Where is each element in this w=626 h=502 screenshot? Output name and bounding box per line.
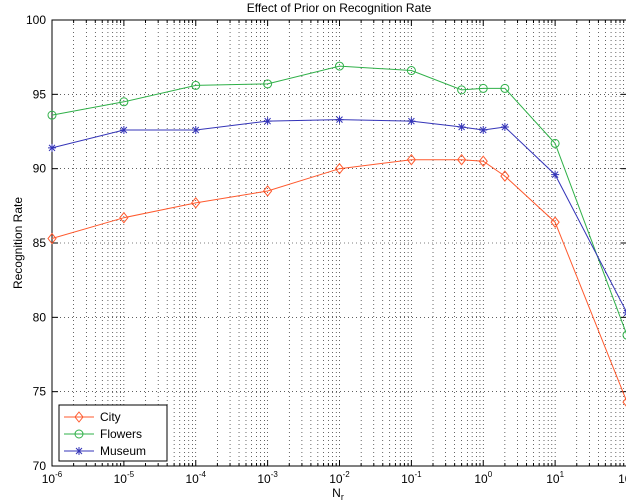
data-point-museum <box>335 115 344 124</box>
y-axis-title: Recognition Rate <box>11 197 25 289</box>
chart-title: Effect of Prior on Recognition Rate <box>247 1 432 15</box>
x-tick-label-base: 10 <box>546 472 560 486</box>
y-tick-label: 90 <box>33 162 47 176</box>
data-point-flowers <box>622 330 626 340</box>
series-line-flowers <box>51 65 626 334</box>
x-tick-label: 10-6 <box>42 470 63 486</box>
series-group <box>47 61 626 407</box>
data-point-flowers <box>191 80 201 90</box>
y-tick-label: 100 <box>26 13 46 27</box>
x-tick-label-base: 10 <box>257 472 271 486</box>
x-tick-label-base: 10 <box>474 472 488 486</box>
legend-label-city: City <box>100 410 121 424</box>
x-tick-label-base: 10 <box>42 472 56 486</box>
x-tick-label: 10-5 <box>114 470 135 486</box>
y-tick-label: 70 <box>33 459 47 473</box>
y-tick-label: 75 <box>33 385 47 399</box>
data-point-city <box>119 211 129 224</box>
x-axis-title-main: N <box>332 486 341 500</box>
x-tick-label-exponent: -6 <box>55 470 63 479</box>
x-tick-label: 101 <box>546 470 564 486</box>
x-tick-label-exponent: -2 <box>343 470 351 479</box>
plot-area-frame <box>51 19 626 467</box>
data-point-city <box>191 197 201 209</box>
legend-marker-museum <box>75 447 83 455</box>
y-tick-label: 80 <box>33 310 47 324</box>
series-city <box>47 153 626 407</box>
grid <box>51 19 626 467</box>
series-line-museum <box>51 119 626 313</box>
data-point-flowers <box>335 61 344 71</box>
x-tick-label-exponent: -3 <box>271 470 279 479</box>
x-tick-label-exponent: 1 <box>560 470 565 479</box>
data-point-city <box>334 162 345 175</box>
legend-label-flowers: Flowers <box>100 427 142 441</box>
data-point-flowers <box>119 97 129 107</box>
data-point-museum <box>263 117 272 126</box>
data-point-city <box>47 232 57 245</box>
x-tick-label-exponent: -1 <box>414 470 422 479</box>
x-tick-label: 10-4 <box>186 470 207 486</box>
data-point-city <box>262 185 273 197</box>
x-tick-label-exponent: 0 <box>488 470 493 479</box>
legend: City Flowers Museum <box>58 404 168 462</box>
data-point-flowers <box>478 83 488 93</box>
data-point-museum <box>500 123 509 132</box>
x-tick-label: 10-3 <box>257 470 278 486</box>
data-point-flowers <box>263 79 273 89</box>
x-tick-label-exponent: -5 <box>127 470 135 479</box>
x-tick-label-base: 10 <box>186 472 200 486</box>
x-tick-label-base: 10 <box>329 472 343 486</box>
data-point-flowers <box>550 138 560 148</box>
data-point-flowers <box>457 85 467 95</box>
data-point-flowers <box>500 83 510 93</box>
y-tick-label: 85 <box>33 236 47 250</box>
x-tick-label: 102 <box>618 470 626 486</box>
data-point-flowers <box>406 66 416 76</box>
x-tick-label-base: 10 <box>401 472 415 486</box>
x-axis-title-subscript: r <box>341 492 344 502</box>
series-flowers <box>47 61 626 340</box>
x-tick-label: 10-2 <box>329 470 350 486</box>
data-point-museum <box>551 170 560 179</box>
data-point-museum <box>191 126 200 135</box>
x-tick-label: 100 <box>474 470 492 486</box>
data-point-city <box>406 153 417 166</box>
data-point-city <box>500 170 510 182</box>
x-tick-label-base: 10 <box>114 472 128 486</box>
data-point-city <box>550 216 560 228</box>
legend-label-museum: Museum <box>100 444 146 458</box>
x-tick-label-exponent: -4 <box>199 470 207 479</box>
data-point-museum <box>479 126 488 135</box>
legend-marker-city <box>74 411 84 423</box>
data-point-flowers <box>47 110 57 120</box>
data-point-museum <box>119 126 128 135</box>
series-line-city <box>51 159 626 401</box>
y-tick-label: 95 <box>33 87 47 101</box>
data-point-city <box>478 155 488 168</box>
legend-marker-flowers <box>74 429 84 439</box>
data-point-museum <box>457 123 466 132</box>
data-point-museum <box>407 117 416 126</box>
x-tick-label-base: 10 <box>618 472 626 486</box>
x-axis-title: Nr <box>332 486 344 502</box>
x-tick-label: 10-1 <box>401 470 422 486</box>
data-point-city <box>622 397 626 407</box>
series-museum <box>48 115 626 317</box>
data-point-city <box>456 153 467 166</box>
data-point-museum <box>48 143 56 152</box>
